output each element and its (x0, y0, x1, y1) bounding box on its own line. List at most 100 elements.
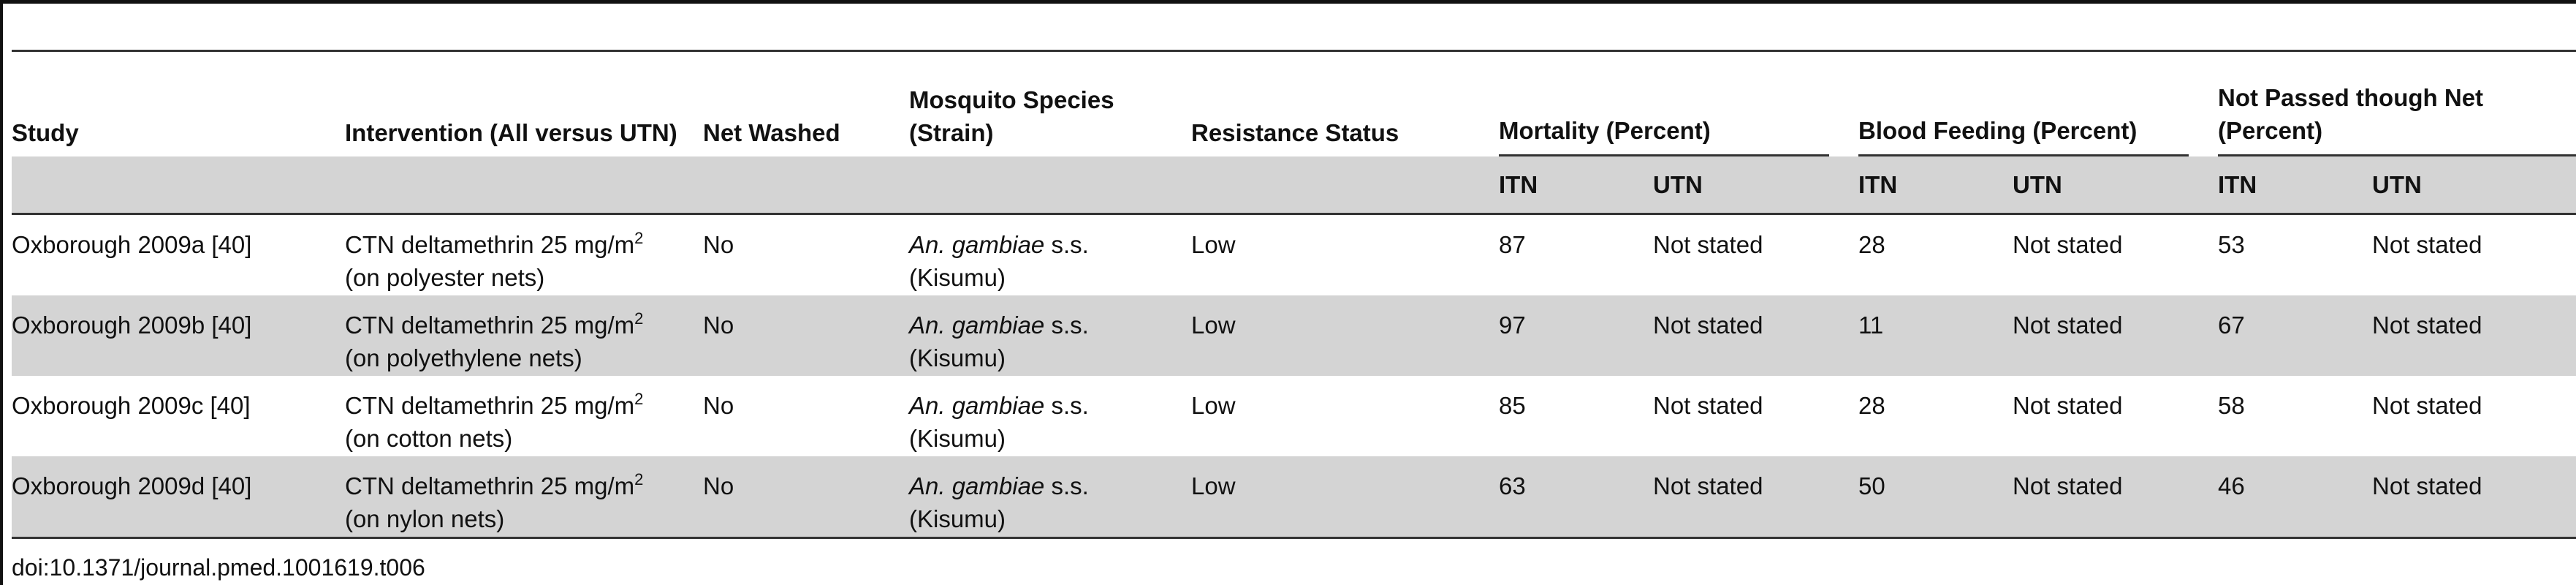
cell-notpassed-utn: Not stated (2372, 231, 2482, 258)
cell-intervention: CTN deltamethrin 25 mg/m2 (on polyester n… (345, 214, 703, 296)
cell-study: Oxborough 2009c [40] (12, 392, 251, 419)
subheader-blood-itn: ITN (1858, 156, 2013, 214)
cell-blood-itn: 50 (1858, 456, 2013, 538)
col-header-resistance-status: Resistance Status (1191, 119, 1399, 146)
cell-net-washed: No (703, 456, 909, 538)
subheader-blood-utn: UTN (2013, 156, 2219, 214)
table-row: Oxborough 2009b [40] CTN deltamethrin 25… (12, 295, 2576, 376)
cell-blood-itn: 28 (1858, 231, 1885, 258)
intervention-text: CTN deltamethrin 25 mg/m (345, 312, 635, 339)
cell-blood-utn: Not stated (2013, 295, 2219, 376)
intervention-detail: (on nylon nets) (345, 505, 505, 532)
species-suffix: s.s. (1044, 472, 1089, 499)
cell-species: An. gambiae s.s. (Kisumu) (909, 295, 1191, 376)
species-strain: (Kisumu) (909, 505, 1006, 532)
subheader-empty (703, 156, 909, 214)
group-label-blood-feeding: Blood Feeding (Percent) (1858, 117, 2138, 144)
species-suffix: s.s. (1044, 312, 1089, 339)
intervention-detail: (on cotton nets) (345, 425, 513, 452)
species-name: An. gambiae (909, 472, 1045, 499)
cell-notpassed-itn: 67 (2218, 295, 2373, 376)
cell-blood-utn: Not stated (2013, 231, 2123, 258)
species-name: An. gambiae (909, 231, 1045, 258)
species-strain: (Kisumu) (909, 425, 1006, 452)
group-rule-blood-feeding (1858, 154, 2189, 156)
group-label-not-passed: Not Passed though Net (Percent) (2218, 84, 2484, 144)
species-name: An. gambiae (909, 312, 1045, 339)
cell-mortality-utn: Not stated (1653, 392, 1763, 419)
intervention-text: CTN deltamethrin 25 mg/m (345, 392, 635, 419)
cell-notpassed-itn: 58 (2218, 392, 2245, 419)
cell-notpassed-utn: Not stated (2372, 295, 2576, 376)
intervention-line: CTN deltamethrin 25 mg/m2 (345, 389, 703, 422)
cell-blood-itn: 28 (1858, 392, 1885, 419)
species-suffix: s.s. (1044, 392, 1089, 419)
top-border-rule (0, 0, 2576, 4)
superscript: 2 (634, 229, 644, 247)
subheader-empty (12, 156, 345, 214)
cell-resistance: Low (1191, 392, 1236, 419)
doi-caption[interactable]: doi:10.1371/journal.pmed.1001619.t006 (12, 554, 425, 581)
cell-mortality-itn: 63 (1499, 456, 1653, 538)
results-table: Study Intervention (All versus UTN) Net … (12, 51, 2576, 539)
intervention-text: CTN deltamethrin 25 mg/m (345, 231, 635, 258)
subheader-empty (909, 156, 1191, 214)
cell-net-washed: No (703, 295, 909, 376)
col-group-not-passed: Not Passed though Net (Percent) (2218, 51, 2576, 156)
left-border-rule (0, 0, 3, 585)
cell-net-washed: No (703, 231, 734, 258)
species-line: An. gambiae s.s. (909, 389, 1191, 422)
subheader-empty (345, 156, 703, 214)
cell-mortality-itn: 87 (1499, 231, 1526, 258)
cell-mortality-utn: Not stated (1653, 231, 1763, 258)
species-line: An. gambiae s.s. (909, 469, 1191, 502)
intervention-text: CTN deltamethrin 25 mg/m (345, 472, 635, 499)
subheader-row: ITN UTN ITN UTN ITN UTN (12, 156, 2576, 214)
col-header-intervention: Intervention (All versus UTN) (345, 119, 677, 146)
group-label-mortality: Mortality (Percent) (1499, 117, 1711, 144)
table-top-rule (12, 50, 2576, 52)
col-group-mortality: Mortality (Percent) (1499, 51, 1858, 156)
cell-intervention: CTN deltamethrin 25 mg/m2 (on nylon nets) (345, 456, 703, 538)
subheader-notpassed-itn: ITN (2218, 156, 2373, 214)
cell-blood-utn: Not stated (2013, 392, 2123, 419)
cell-study: Oxborough 2009b [40] (12, 295, 345, 376)
subheader-mortality-utn: UTN (1653, 156, 1858, 214)
subheader-notpassed-utn: UTN (2372, 156, 2576, 214)
col-header-mosquito-species: Mosquito Species (Strain) (909, 86, 1114, 146)
cell-intervention: CTN deltamethrin 25 mg/m2 (on cotton nets… (345, 376, 703, 456)
species-strain: (Kisumu) (909, 344, 1006, 371)
cell-blood-itn: 11 (1858, 295, 2013, 376)
cell-notpassed-utn: Not stated (2372, 392, 2482, 419)
cell-species: An. gambiae s.s. (Kisumu) (909, 214, 1191, 296)
cell-mortality-utn: Not stated (1653, 456, 1858, 538)
subheader-empty (1191, 156, 1499, 214)
cell-species: An. gambiae s.s. (Kisumu) (909, 376, 1191, 456)
col-header-net-washed: Net Washed (703, 119, 840, 146)
superscript: 2 (634, 390, 644, 408)
species-line: An. gambiae s.s. (909, 309, 1191, 341)
cell-blood-utn: Not stated (2013, 456, 2219, 538)
cell-intervention: CTN deltamethrin 25 mg/m2 (on polyethylen… (345, 295, 703, 376)
superscript: 2 (634, 309, 644, 328)
cell-study: Oxborough 2009a [40] (12, 231, 252, 258)
cell-study: Oxborough 2009d [40] (12, 456, 345, 538)
cell-notpassed-utn: Not stated (2372, 456, 2576, 538)
header-row: Study Intervention (All versus UTN) Net … (12, 51, 2576, 156)
table-row: Oxborough 2009d [40] CTN deltamethrin 25… (12, 456, 2576, 538)
col-group-blood-feeding: Blood Feeding (Percent) (1858, 51, 2218, 156)
cell-mortality-itn: 97 (1499, 295, 1653, 376)
col-header-study: Study (12, 119, 79, 146)
cell-species: An. gambiae s.s. (Kisumu) (909, 456, 1191, 538)
cell-resistance: Low (1191, 231, 1236, 258)
species-suffix: s.s. (1044, 231, 1089, 258)
cell-mortality-utn: Not stated (1653, 295, 1858, 376)
intervention-detail: (on polyethylene nets) (345, 344, 582, 371)
intervention-line: CTN deltamethrin 25 mg/m2 (345, 228, 703, 261)
intervention-line: CTN deltamethrin 25 mg/m2 (345, 469, 703, 502)
intervention-detail: (on polyester nets) (345, 264, 545, 291)
subheader-mortality-itn: ITN (1499, 156, 1653, 214)
cell-resistance: Low (1191, 295, 1499, 376)
table-row: Oxborough 2009a [40] CTN deltamethrin 25… (12, 214, 2576, 296)
cell-notpassed-itn: 46 (2218, 456, 2373, 538)
